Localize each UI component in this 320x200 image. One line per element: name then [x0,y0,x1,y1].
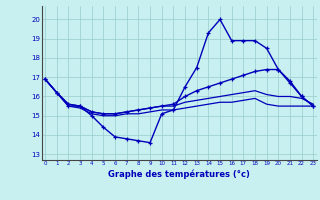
X-axis label: Graphe des températures (°c): Graphe des températures (°c) [108,169,250,179]
